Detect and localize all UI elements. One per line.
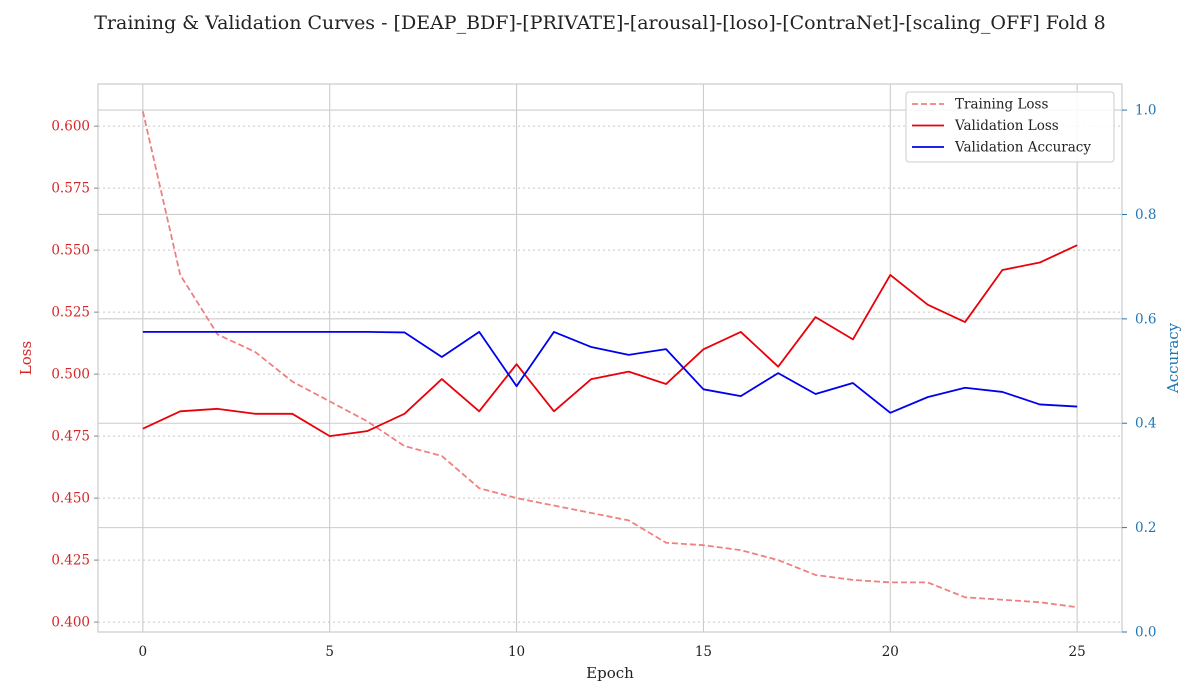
left-tick-label: 0.500	[51, 367, 90, 383]
left-tick-label: 0.575	[51, 181, 90, 197]
left-axis-grid	[98, 125, 1122, 623]
right-tick-label: 0.6	[1135, 311, 1156, 327]
x-tick-label: 15	[695, 644, 712, 660]
left-tick-label: 0.475	[51, 429, 90, 445]
legend-label: Training Loss	[955, 97, 1048, 113]
right-tick-label: 0.0	[1135, 625, 1156, 641]
right-axis-grid	[98, 109, 1122, 529]
left-axis-ticks: 0.400 0.425 0.450 0.475 0.500 0.525 0.550 0.575…	[51, 119, 98, 631]
left-tick-label: 0.400	[51, 615, 90, 631]
vertical-grid	[142, 84, 1078, 632]
series-line-validation-accuracy	[142, 330, 1078, 414]
series-line-training-loss	[141, 111, 1078, 609]
left-tick-label: 0.525	[51, 305, 90, 321]
right-tick-label: 0.4	[1135, 416, 1156, 432]
series-lines	[141, 111, 1078, 609]
chart-title: Training & Validation Curves - [DEAP_BDF…	[94, 12, 1106, 34]
series-line-validation-loss	[142, 244, 1078, 438]
plot-area-background	[98, 84, 1122, 632]
right-axis-label: Accuracy	[1164, 322, 1182, 394]
right-axis-ticks: 0.0 0.2 0.4 0.6 0.8 1.0	[1122, 103, 1156, 641]
right-tick-label: 1.0	[1135, 103, 1156, 119]
left-tick-label: 0.550	[51, 243, 90, 259]
legend: Training Loss Validation Loss Validation A…	[905, 91, 1115, 163]
x-tick-label: 20	[882, 644, 899, 660]
x-axis-ticks: 0 5 10 15 20 25	[139, 644, 1086, 660]
legend-label: Validation Accuracy	[954, 140, 1091, 156]
left-axis-label: Loss	[17, 341, 35, 375]
left-tick-label: 0.450	[51, 491, 90, 507]
left-tick-label: 0.425	[51, 553, 90, 569]
plot-area-frame	[97, 83, 1123, 633]
x-tick-label: 5	[325, 644, 334, 660]
legend-label: Validation Loss	[954, 118, 1059, 134]
x-tick-label: 25	[1069, 644, 1086, 660]
x-axis-label: Epoch	[586, 664, 634, 682]
x-tick-label: 0	[139, 644, 148, 660]
legend-box	[905, 91, 1115, 163]
left-tick-label: 0.600	[51, 119, 90, 135]
x-tick-label: 10	[508, 644, 525, 660]
right-tick-label: 0.2	[1135, 520, 1156, 536]
right-tick-label: 0.8	[1135, 207, 1156, 223]
